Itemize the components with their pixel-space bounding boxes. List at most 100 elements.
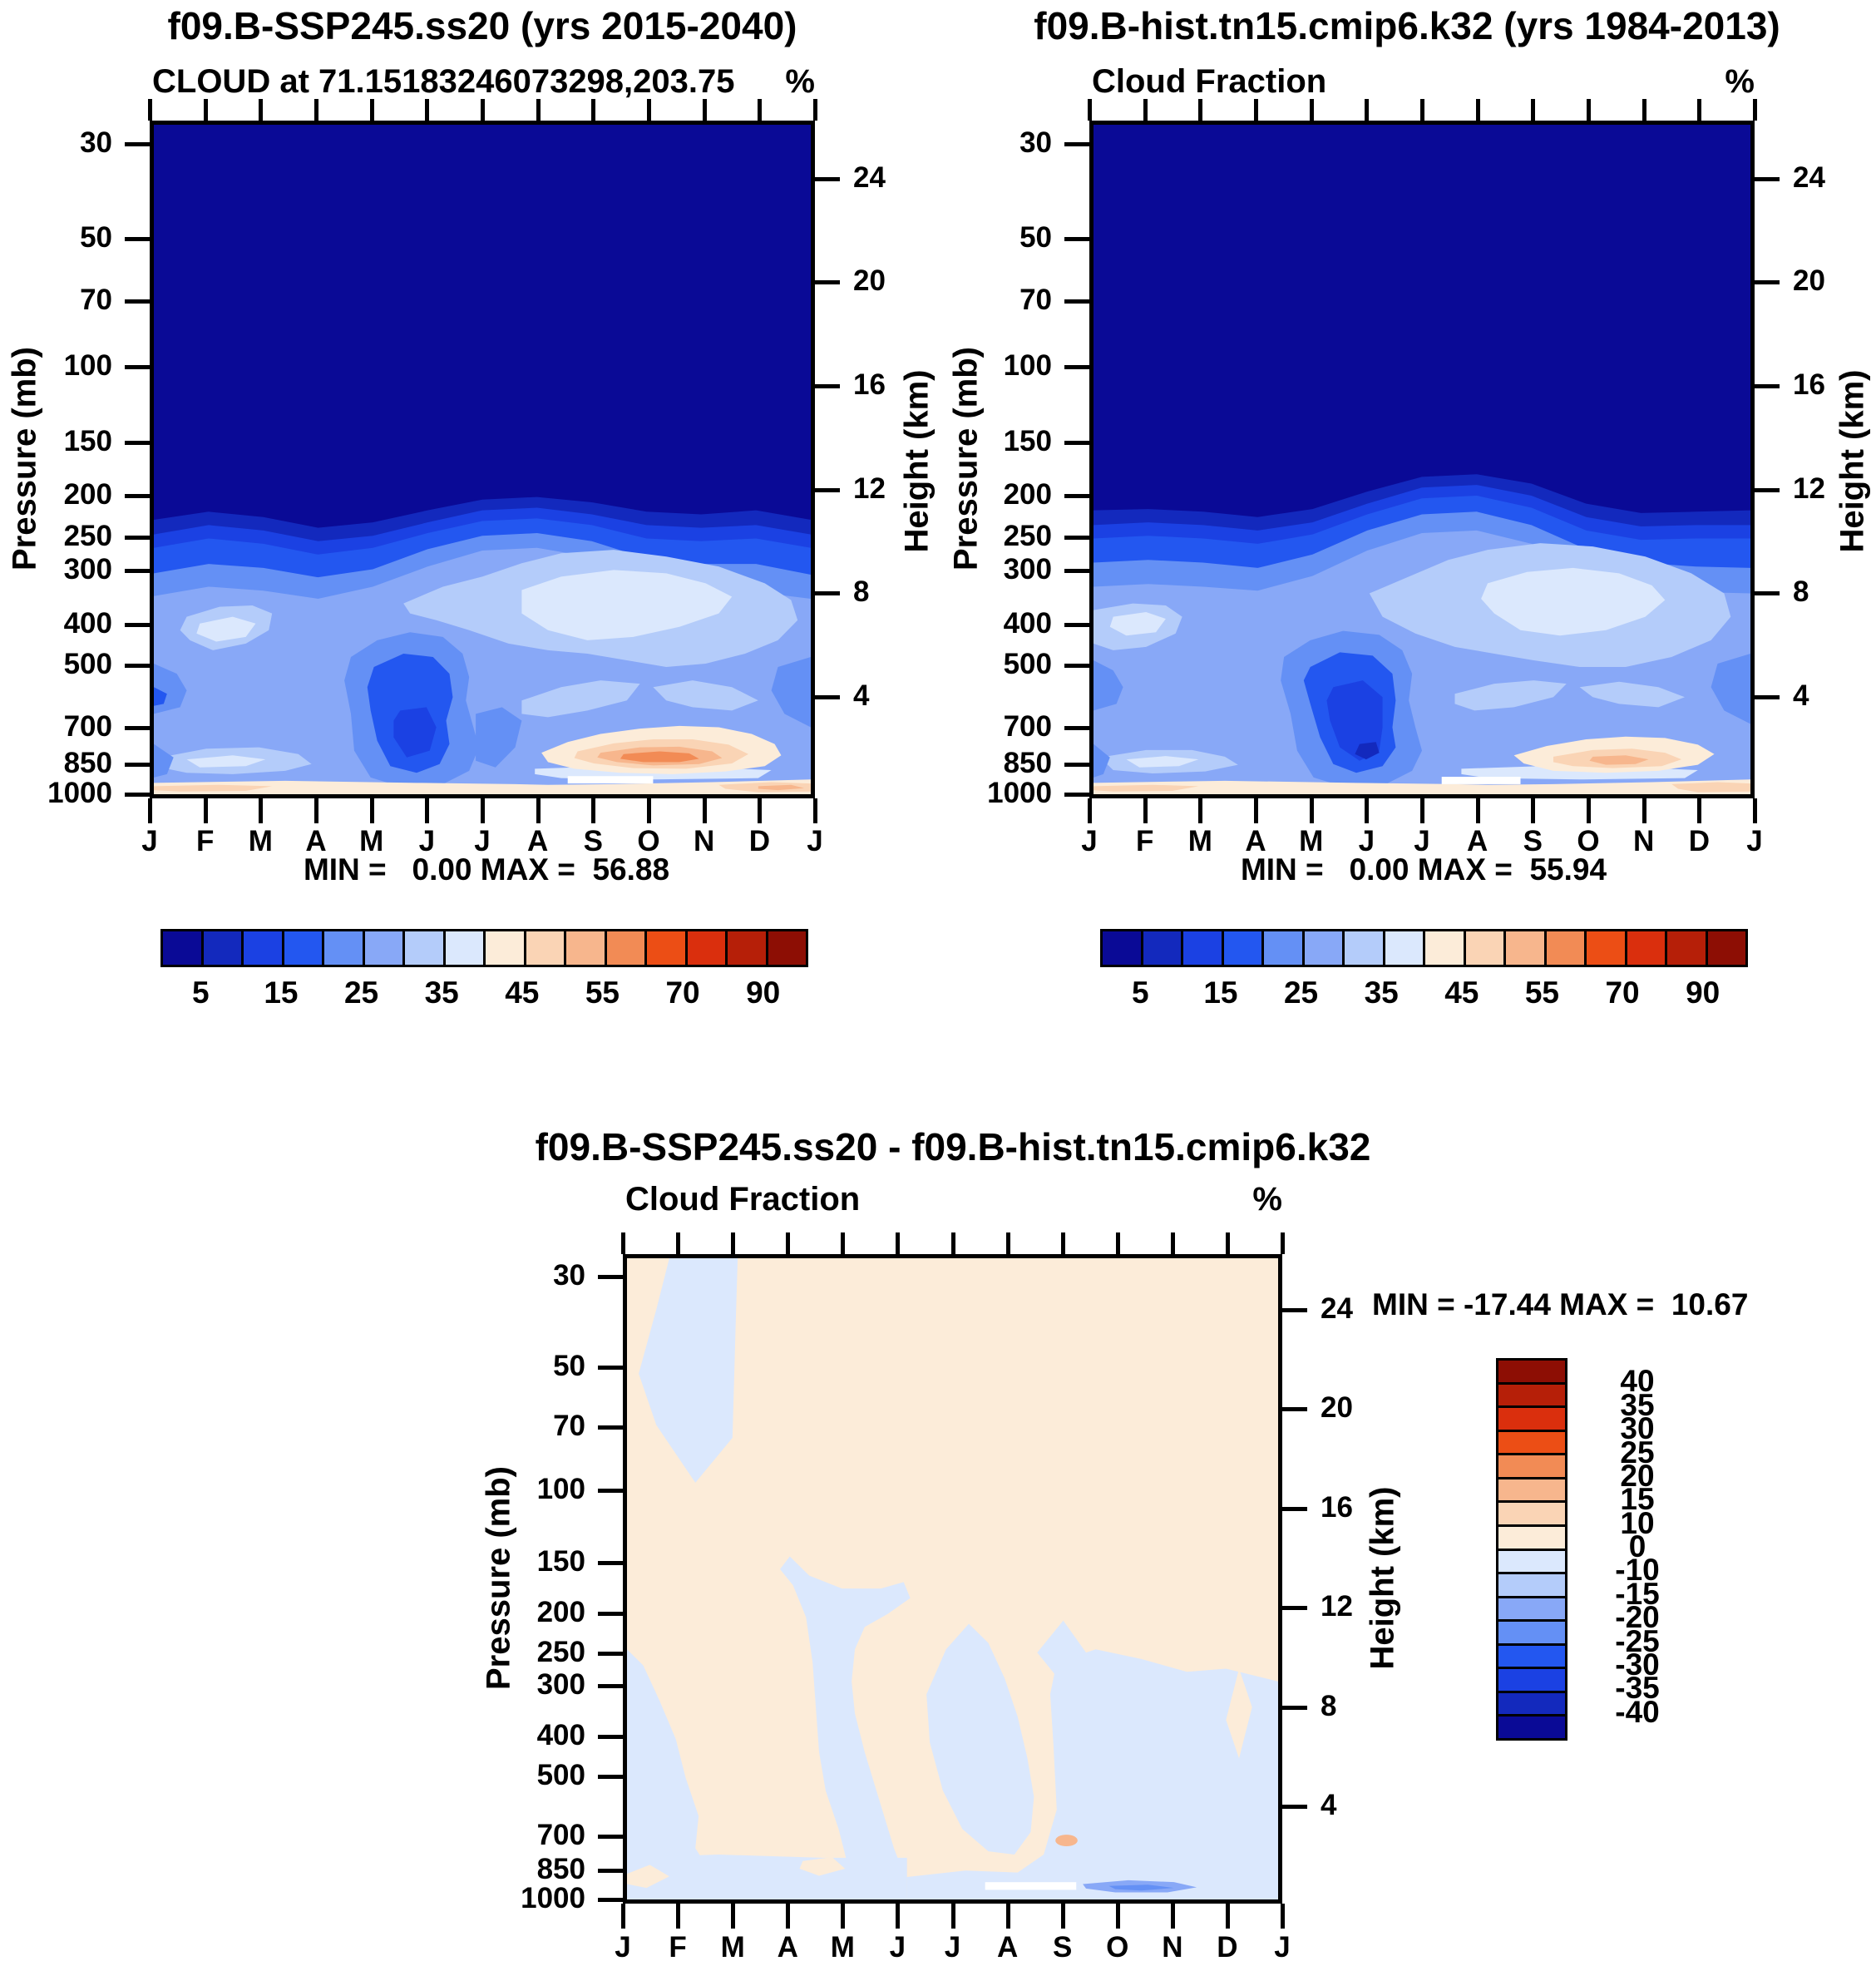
height-tick-label: 16 bbox=[853, 368, 886, 402]
colorbar-tick-label: -20 bbox=[1615, 1600, 1660, 1635]
pressure-tick bbox=[125, 236, 150, 241]
pressure-tick bbox=[598, 1869, 623, 1874]
top-axis-tick bbox=[314, 99, 318, 121]
top-axis-tick bbox=[1475, 99, 1480, 121]
colorbar-tick-label: 5 bbox=[192, 976, 210, 1010]
colorbar-tick-label: -15 bbox=[1615, 1576, 1660, 1611]
top-axis-tick bbox=[1642, 99, 1646, 121]
colorbar-cell bbox=[1498, 1692, 1565, 1717]
panel1-minmax: MIN = 0.00 MAX = 56.88 bbox=[303, 852, 670, 887]
bottom-axis-tick bbox=[1088, 798, 1092, 823]
height-tick bbox=[1755, 176, 1780, 181]
top-axis-tick bbox=[1225, 1232, 1230, 1254]
bottom-axis-tick bbox=[1254, 798, 1258, 823]
colorbar-cell bbox=[606, 931, 647, 965]
pressure-tick-label: 1000 bbox=[521, 1882, 585, 1914]
top-axis-tick bbox=[1309, 99, 1314, 121]
height-tick bbox=[1282, 1805, 1307, 1810]
colorbar-cell bbox=[1498, 1384, 1565, 1409]
bottom-axis-tick bbox=[1281, 1904, 1285, 1929]
pressure-tick bbox=[125, 762, 150, 767]
colorbar-cell bbox=[1498, 1408, 1565, 1432]
bottom-axis-tick bbox=[1642, 798, 1646, 823]
colorbar-cell bbox=[1498, 1431, 1565, 1456]
pressure-tick bbox=[125, 622, 150, 627]
month-label: J bbox=[615, 1931, 631, 1961]
top-axis-tick bbox=[1254, 99, 1258, 121]
height-tick-label: 20 bbox=[1321, 1391, 1353, 1425]
month-label: M bbox=[1299, 825, 1324, 857]
colorbar-tick-label: -10 bbox=[1615, 1553, 1660, 1588]
pressure-tick bbox=[598, 1560, 623, 1565]
bottom-axis-tick bbox=[591, 798, 596, 823]
top-axis-tick bbox=[1420, 99, 1424, 121]
pressure-tick-label: 100 bbox=[536, 1472, 585, 1505]
height-tick bbox=[815, 591, 840, 596]
pressure-tick-label: 700 bbox=[1003, 710, 1052, 743]
colorbar-tick-label: -30 bbox=[1615, 1647, 1660, 1682]
month-label: O bbox=[637, 825, 660, 857]
pressure-tick-label: 250 bbox=[536, 1635, 585, 1668]
pressure-tick bbox=[1064, 762, 1089, 767]
bottom-axis-tick bbox=[1309, 798, 1314, 823]
pressure-tick bbox=[598, 1683, 623, 1688]
colorbar-cell bbox=[1465, 931, 1506, 965]
month-label: A bbox=[996, 1931, 1019, 1961]
bottom-axis-tick bbox=[1005, 1904, 1010, 1929]
height-tick bbox=[815, 695, 840, 700]
pressure-tick bbox=[125, 440, 150, 445]
pressure-tick bbox=[598, 1274, 623, 1279]
month-label: A bbox=[1467, 825, 1488, 857]
pressure-tick-label: 850 bbox=[536, 1853, 585, 1886]
height-tick-label: 24 bbox=[853, 161, 886, 194]
height-tick bbox=[815, 280, 840, 285]
colorbar-cell bbox=[1498, 1645, 1565, 1670]
pressure-tick bbox=[125, 365, 150, 370]
bottom-axis-tick bbox=[1475, 798, 1480, 823]
month-label: D bbox=[1688, 825, 1710, 857]
panel2-minmax: MIN = 0.00 MAX = 55.94 bbox=[1240, 852, 1607, 887]
colorbar-cell bbox=[1498, 1574, 1565, 1598]
month-label: J bbox=[1358, 825, 1375, 857]
colorbar-cell bbox=[1546, 931, 1587, 965]
pressure-tick-label: 200 bbox=[1003, 477, 1052, 511]
top-axis-tick bbox=[1697, 99, 1702, 121]
pressure-tick bbox=[125, 299, 150, 304]
month-label: J bbox=[418, 825, 436, 857]
pressure-tick-label: 250 bbox=[63, 519, 112, 552]
bottom-axis-tick bbox=[1115, 1904, 1120, 1929]
top-axis-tick bbox=[1115, 1232, 1120, 1254]
colorbar-cell bbox=[244, 931, 284, 965]
bottom-axis-tick bbox=[702, 798, 707, 823]
height-tick bbox=[1755, 384, 1780, 389]
height-tick-label: 8 bbox=[853, 575, 870, 609]
bottom-axis-tick bbox=[1143, 798, 1148, 823]
pressure-tick-label: 50 bbox=[1019, 220, 1052, 254]
month-label: J bbox=[1081, 825, 1098, 857]
bottom-axis-tick bbox=[369, 798, 374, 823]
pressure-tick bbox=[1064, 664, 1089, 669]
colorbar-cell bbox=[324, 931, 365, 965]
colorbar-cell bbox=[1498, 1526, 1565, 1551]
top-axis-tick bbox=[536, 99, 541, 121]
colorbar-cell bbox=[1183, 931, 1224, 965]
panel1-colorbar bbox=[160, 929, 808, 967]
pressure-tick bbox=[1064, 622, 1089, 627]
colorbar-cell bbox=[1498, 1503, 1565, 1527]
month-label: A bbox=[527, 825, 549, 857]
panel3-positive-spot bbox=[1055, 1835, 1078, 1847]
month-label: F bbox=[195, 825, 215, 857]
pressure-tick-label: 1000 bbox=[47, 777, 112, 809]
bottom-axis-tick bbox=[259, 798, 264, 823]
pressure-tick-label: 50 bbox=[80, 220, 112, 254]
top-axis-tick bbox=[259, 99, 264, 121]
month-label: J bbox=[474, 825, 491, 857]
top-axis-tick bbox=[481, 99, 485, 121]
top-axis-tick bbox=[203, 99, 208, 121]
colorbar-cell bbox=[768, 931, 806, 965]
pressure-tick-label: 150 bbox=[536, 1544, 585, 1578]
bottom-axis-tick bbox=[950, 1904, 955, 1929]
top-axis-tick bbox=[758, 99, 763, 121]
bottom-axis-tick bbox=[425, 798, 430, 823]
